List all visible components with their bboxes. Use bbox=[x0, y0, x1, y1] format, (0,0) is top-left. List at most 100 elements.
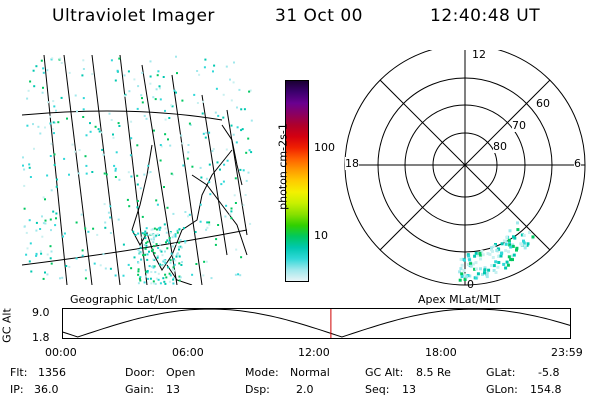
aurora-speck bbox=[127, 70, 130, 73]
aurora-speck bbox=[146, 271, 149, 274]
aurora-speck bbox=[191, 273, 194, 276]
aurora-speck bbox=[154, 282, 157, 285]
aurora-speck bbox=[139, 246, 142, 249]
aurora-speck bbox=[145, 117, 148, 120]
aurora-speck bbox=[141, 97, 143, 100]
aurora-speck bbox=[144, 230, 147, 233]
aurora-speck bbox=[180, 264, 183, 266]
aurora-speck bbox=[508, 240, 511, 244]
aurora-speck bbox=[152, 280, 155, 283]
coastline bbox=[221, 124, 243, 186]
aurora-speck bbox=[520, 243, 524, 247]
aurora-speck bbox=[35, 229, 38, 232]
aurora-speck bbox=[474, 267, 478, 271]
aurora-speck bbox=[115, 151, 118, 154]
aurora-speck bbox=[138, 277, 141, 280]
aurora-speck bbox=[175, 255, 178, 258]
aurora-speck bbox=[136, 183, 139, 186]
aurora-speck bbox=[37, 125, 40, 128]
aurora-speck bbox=[157, 227, 160, 230]
aurora-speck bbox=[99, 264, 102, 267]
aurora-speck bbox=[528, 231, 531, 234]
ip-label: IP: bbox=[10, 383, 24, 396]
aurora-speck bbox=[173, 269, 176, 272]
longitude-line bbox=[63, 55, 93, 285]
aurora-speck bbox=[202, 100, 205, 103]
aurora-speck bbox=[122, 274, 125, 277]
aurora-speck bbox=[116, 69, 119, 72]
aurora-speck bbox=[55, 217, 57, 220]
aurora-speckles bbox=[22, 55, 253, 285]
aurora-speck bbox=[247, 171, 250, 174]
aurora-speck bbox=[242, 204, 245, 207]
aurora-speck bbox=[154, 271, 157, 274]
aurora-speck bbox=[127, 171, 130, 174]
aurora-speck bbox=[130, 137, 133, 140]
aurora-speck bbox=[178, 228, 181, 231]
aurora-speck bbox=[171, 236, 174, 239]
aurora-speck bbox=[74, 94, 77, 97]
aurora-speck bbox=[136, 144, 139, 147]
aurora-speck bbox=[169, 144, 172, 147]
aurora-speck bbox=[157, 278, 160, 281]
aurora-speck bbox=[143, 244, 146, 246]
aurora-speck bbox=[195, 263, 198, 265]
latitude-line bbox=[22, 110, 223, 121]
aurora-speck bbox=[47, 101, 49, 104]
coastline bbox=[166, 264, 193, 285]
aurora-speck bbox=[50, 262, 53, 265]
aurora-speck bbox=[128, 205, 131, 208]
aurora-speck bbox=[250, 119, 253, 122]
aurora-speck bbox=[182, 227, 185, 230]
aurora-speck bbox=[245, 179, 248, 182]
aurora-speck bbox=[239, 274, 242, 277]
aurora-speck bbox=[243, 108, 246, 111]
aurora-speck bbox=[171, 245, 174, 248]
aurora-speck bbox=[114, 274, 117, 277]
aurora-speck bbox=[494, 260, 498, 264]
aurora-speck bbox=[219, 168, 221, 171]
aurora-speck bbox=[178, 275, 181, 278]
aurora-speck bbox=[137, 249, 140, 251]
aurora-speck bbox=[463, 278, 467, 281]
colorbar-unit-label: photon cm-2s-1 bbox=[276, 123, 290, 210]
aurora-speck bbox=[145, 242, 148, 245]
aurora-speck bbox=[50, 189, 53, 192]
aurora-speck bbox=[42, 86, 44, 89]
aurora-speck bbox=[81, 254, 84, 257]
aurora-speck bbox=[23, 168, 26, 171]
aurora-speck bbox=[177, 245, 180, 248]
aurora-speck bbox=[206, 226, 209, 229]
aurora-speck bbox=[143, 252, 146, 255]
aurora-speck bbox=[174, 259, 177, 262]
aurora-speck bbox=[151, 228, 154, 231]
aurora-speck bbox=[142, 254, 144, 257]
gc-alt-value: 8.5 Re bbox=[416, 366, 451, 379]
aurora-speck bbox=[233, 194, 236, 197]
aurora-speck bbox=[59, 277, 61, 280]
aurora-speck bbox=[137, 268, 140, 271]
aurora-speck bbox=[42, 277, 45, 280]
aurora-speck bbox=[151, 248, 154, 251]
y-tick-9: 9.0 bbox=[32, 306, 50, 319]
aurora-speck bbox=[500, 242, 504, 246]
aurora-speck bbox=[222, 93, 225, 96]
aurora-speck bbox=[29, 242, 32, 245]
aurora-speck bbox=[103, 203, 106, 206]
aurora-speck bbox=[505, 235, 509, 239]
aurora-speck bbox=[234, 202, 237, 204]
aurora-speck bbox=[46, 273, 49, 276]
aurora-speck bbox=[509, 245, 513, 249]
aurora-speck bbox=[171, 268, 174, 271]
aurora-speck bbox=[485, 271, 489, 275]
aurora-speck bbox=[158, 228, 161, 231]
aurora-speck bbox=[28, 166, 31, 169]
longitude-line bbox=[201, 94, 228, 256]
aurora-speck bbox=[199, 203, 202, 206]
door-label: Door: bbox=[125, 366, 155, 379]
aurora-speck bbox=[179, 276, 182, 279]
aurora-speck bbox=[137, 232, 140, 235]
aurora-speck bbox=[175, 91, 177, 94]
time-label: 12:40:48 UT bbox=[430, 6, 541, 26]
aurora-speck bbox=[152, 266, 155, 269]
